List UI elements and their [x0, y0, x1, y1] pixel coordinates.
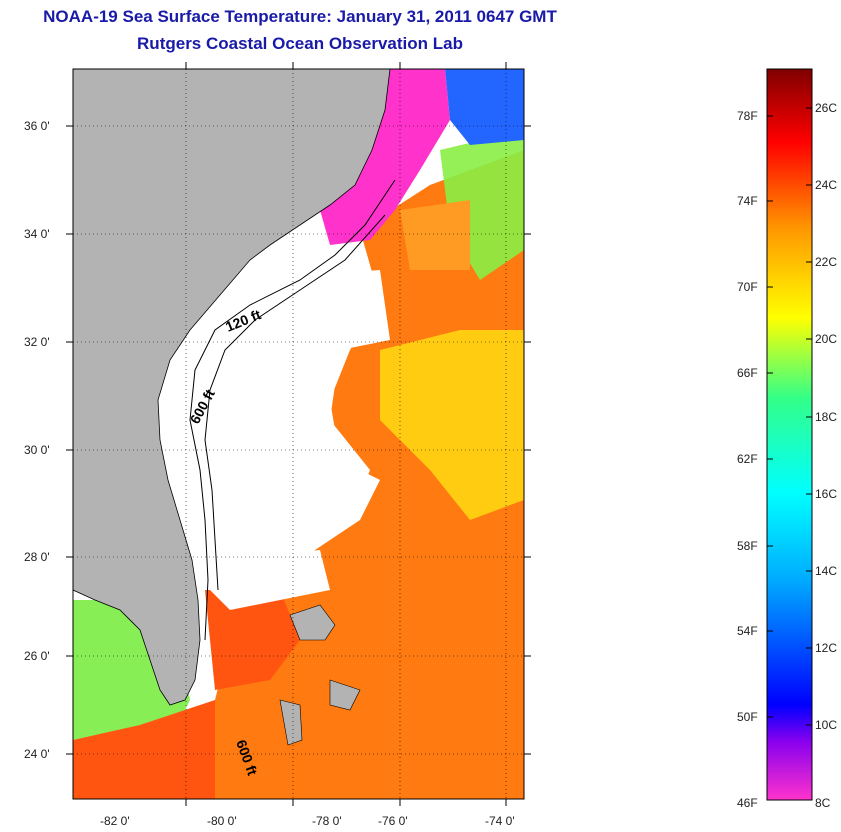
colorbar-f-label: 54F [737, 624, 758, 638]
lat-label: 34 0' [24, 227, 50, 241]
colorbar-f-label: 78F [737, 109, 758, 123]
orange-eddy [400, 200, 470, 270]
florida-keys-water [73, 700, 215, 799]
lat-label: 30 0' [24, 443, 50, 457]
map-subtitle: Rutgers Coastal Ocean Observation Lab [137, 34, 463, 53]
lon-label: -76 0' [378, 814, 408, 828]
graticule [73, 69, 524, 799]
florida-straits-water [205, 590, 300, 690]
colorbar-f-label: 46F [737, 796, 758, 810]
colorbar-c-label: 24C [815, 178, 837, 192]
lat-label: 28 0' [24, 550, 50, 564]
cloud-patch-central [200, 270, 390, 520]
lon-label: -74 0' [485, 814, 515, 828]
contour-600ft [204, 214, 386, 591]
map-title: NOAA-19 Sea Surface Temperature: January… [43, 7, 557, 26]
colorbar-f-label: 62F [737, 452, 758, 466]
colorbar-c-label: 18C [815, 410, 837, 424]
land-mass [73, 69, 391, 706]
cool-water-north [445, 69, 524, 145]
lat-label: 36 0' [24, 119, 50, 133]
colorbar-f-label: 58F [737, 539, 758, 553]
map-area [73, 69, 524, 799]
contour-120ft [189, 179, 396, 641]
colorbar [766, 68, 813, 801]
bahamas-land [279, 604, 361, 746]
map-frame [72, 68, 525, 800]
colorbar-c-label: 20C [815, 332, 837, 346]
colorbar-c-label: 16C [815, 487, 837, 501]
colorbar-c-label: 12C [815, 641, 837, 655]
colorbar-ticks [767, 107, 812, 726]
colorbar-c-label: 8C [815, 796, 831, 810]
yellow-water-region [380, 330, 524, 520]
colorbar-c-label: 22C [815, 255, 837, 269]
lon-label: -82 0' [100, 814, 130, 828]
colorbar-c-label: 14C [815, 564, 837, 578]
colorbar-f-label: 50F [737, 710, 758, 724]
cold-shelf-water [320, 69, 450, 245]
colorbar-c-label: 10C [815, 718, 837, 732]
colorbar-f-label: 74F [737, 194, 758, 208]
lat-label: 26 0' [24, 649, 50, 663]
colorbar-c-label: 26C [815, 101, 837, 115]
lat-label: 24 0' [24, 747, 50, 761]
cloud-patch-south [210, 550, 330, 610]
lat-label: 32 0' [24, 335, 50, 349]
colorbar-f-label: 66F [737, 366, 758, 380]
colorbar-f-label: 70F [737, 280, 758, 294]
lon-label: -78 0' [312, 814, 342, 828]
lon-label: -80 0' [207, 814, 237, 828]
axis-ticks [66, 62, 531, 806]
